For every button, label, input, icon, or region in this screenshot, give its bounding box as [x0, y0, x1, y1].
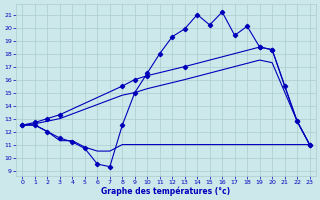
X-axis label: Graphe des températures (°c): Graphe des températures (°c)	[101, 186, 231, 196]
